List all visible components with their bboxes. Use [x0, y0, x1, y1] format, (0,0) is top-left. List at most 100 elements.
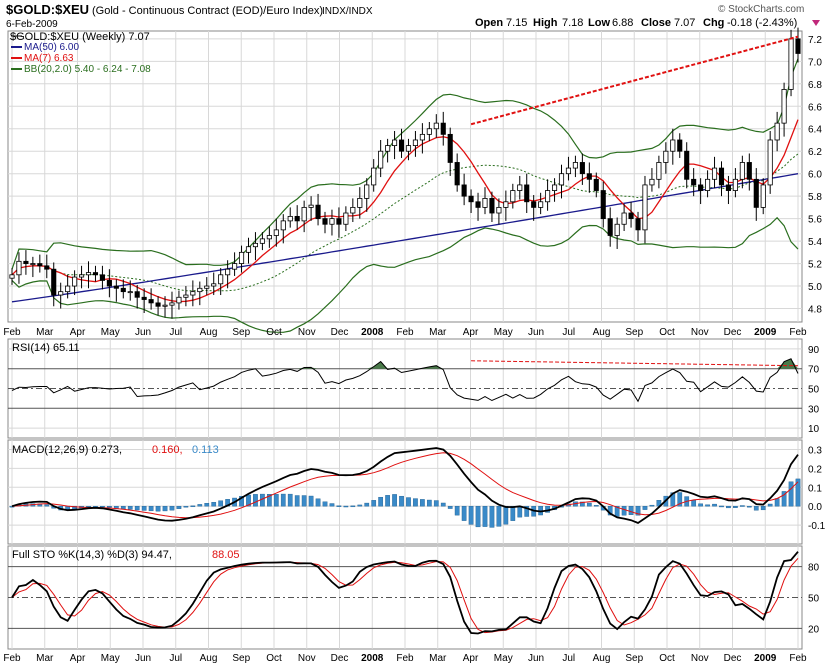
candle-body [9, 274, 15, 279]
candle-body [266, 235, 272, 240]
month-tick-label: Mar [36, 327, 54, 338]
candle-body [141, 296, 147, 300]
candle-body [524, 184, 530, 203]
candle-body [371, 167, 377, 186]
month-tick-label: Jul [562, 653, 575, 664]
candle-body [357, 198, 363, 208]
candle-body [405, 145, 412, 152]
macd-histogram-bar [287, 493, 293, 507]
macd-histogram-bar [712, 503, 717, 507]
candle-body [364, 184, 370, 199]
month-tick-label: Oct [659, 327, 675, 338]
candle-body [746, 162, 752, 180]
macd-histogram-bar [447, 505, 453, 509]
chg-value: -0.18 (-2.43%) [727, 17, 797, 29]
candle-body [600, 190, 606, 220]
macd-histogram-bar [698, 503, 703, 507]
candle-body [350, 206, 356, 214]
macd-histogram-bar [788, 481, 794, 507]
candle-body [294, 215, 300, 222]
legend-ma50: MA(50) 6.00 [24, 42, 79, 53]
month-tick-label: Jul [169, 653, 182, 664]
month-tick-label: Sep [232, 653, 250, 664]
macd-histogram-bar [364, 502, 370, 507]
ma50-line [11, 173, 799, 303]
month-tick-label: Nov [691, 653, 709, 664]
macd-histogram-bar [593, 505, 599, 507]
candle-body [698, 184, 704, 191]
sto-tick-label: 20 [808, 624, 820, 635]
chg-label: Chg [703, 17, 724, 29]
macd-histogram-bar [739, 505, 745, 507]
candle-body [538, 201, 544, 208]
candle-body [280, 220, 286, 231]
rsi-tick-label: 10 [808, 424, 820, 435]
macd-histogram-bar [183, 505, 189, 508]
candle-body [461, 184, 467, 197]
month-tick-label: Apr [463, 653, 479, 664]
month-tick-label: Oct [266, 653, 282, 664]
macd-histogram-bar [413, 498, 418, 507]
price-tick-label: 6.0 [808, 170, 822, 181]
month-tick-label: Mar [429, 327, 447, 338]
candle-body [565, 167, 572, 175]
macd-histogram-bar [253, 494, 258, 507]
macd-tick-label: 0.2 [808, 464, 822, 475]
candle-body [739, 162, 745, 180]
candle-body [684, 150, 690, 180]
candle-body [65, 285, 71, 293]
candle-body [558, 173, 565, 186]
candle-body [252, 242, 259, 248]
macd-histogram-bar [767, 503, 773, 507]
price-tick-label: 5.6 [808, 215, 822, 226]
macd-signal-line [11, 452, 799, 519]
month-tick-label: Nov [298, 653, 316, 664]
macd-histogram-bar [621, 505, 627, 516]
macd-histogram-bar [218, 500, 224, 507]
candle-body [510, 190, 516, 203]
candle-body [58, 291, 64, 296]
price-tick-label: 7.2 [808, 35, 822, 46]
candle-body [336, 218, 342, 225]
candle-body [670, 139, 676, 152]
macd-histogram-bar [482, 505, 488, 527]
macd-histogram-bar [357, 504, 363, 507]
month-tick-label: May [101, 327, 120, 338]
candle-body [44, 265, 50, 270]
resistance-trendline [470, 35, 799, 126]
candle-body [517, 184, 523, 191]
macd-histogram-bar [649, 504, 655, 507]
month-tick-label: Oct [659, 653, 675, 664]
price-tick-label: 7.0 [808, 57, 822, 68]
month-tick-label: Feb [3, 653, 21, 664]
high-label: High [533, 17, 558, 29]
macd-histogram-bar [392, 494, 397, 507]
macd-tick-label: -0.1 [808, 521, 826, 532]
macd-histogram-bar [246, 494, 251, 507]
price-tick-label: 6.2 [808, 147, 822, 158]
month-tick-label: Feb [396, 327, 414, 338]
macd-histogram-bar [308, 495, 314, 507]
candle-body [412, 139, 418, 147]
candle-body [204, 285, 210, 289]
candle-body [343, 212, 349, 225]
macd-histogram-bar [169, 505, 175, 511]
open-label: Open [475, 17, 503, 29]
candle-body [628, 212, 634, 220]
candle-body [315, 204, 321, 220]
candle-body [691, 178, 697, 186]
macd-histogram-bar [204, 503, 210, 507]
candle-body [433, 122, 439, 130]
macd-histogram-bar [635, 505, 641, 516]
brand-label: © StockCharts.com [718, 4, 804, 15]
macd-histogram-bar [496, 505, 502, 527]
candle-body [301, 206, 307, 222]
candle-body [593, 178, 599, 191]
macd-histogram-bar [127, 505, 133, 510]
candle-body [705, 178, 711, 191]
candle-body [245, 246, 252, 253]
price-legend: $GOLD:$XEU (Weekly) 7.07 MA(50) 6.00 MA(… [10, 31, 151, 75]
bb-mid-line [11, 153, 799, 292]
macd-legend: MACD(12,26,9) 0.273, 0.160, 0.113 [12, 444, 219, 456]
candle-body [190, 291, 196, 296]
